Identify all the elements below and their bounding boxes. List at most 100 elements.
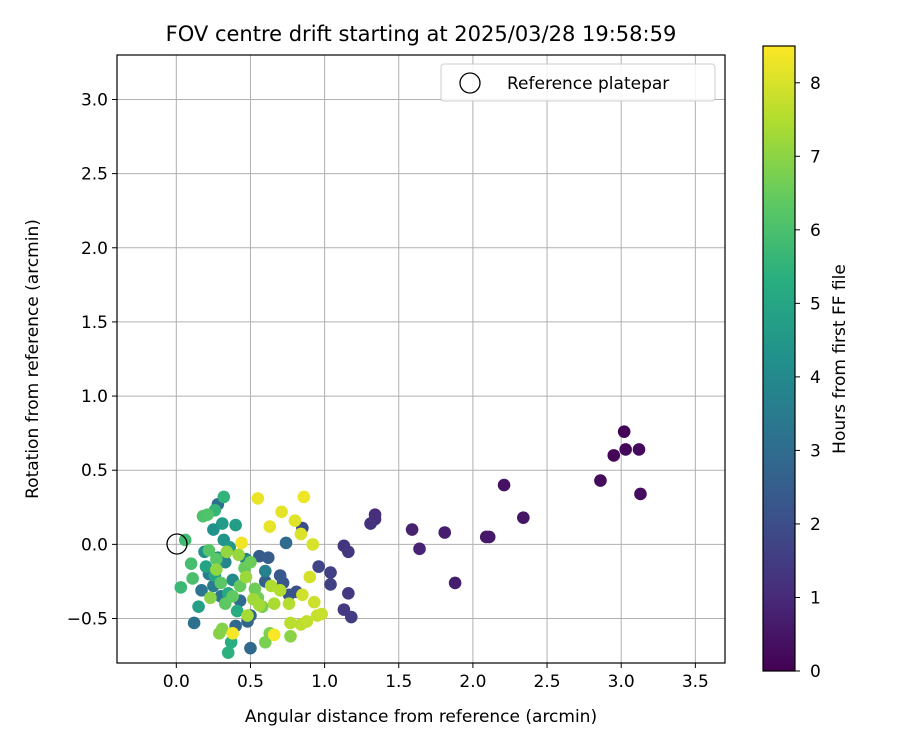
data-point — [221, 646, 235, 659]
plot-frame — [116, 54, 726, 664]
data-point — [226, 627, 239, 640]
colorbar-tick-label: 3 — [810, 441, 821, 461]
reference-platepar-marker — [166, 533, 188, 555]
data-point — [207, 523, 220, 536]
y-tick-label: 0.5 — [81, 461, 108, 481]
data-point — [213, 627, 226, 640]
data-point — [229, 518, 242, 532]
y-tick-label: 1.0 — [81, 387, 108, 407]
data-point — [233, 579, 247, 593]
data-point — [210, 563, 223, 576]
x-tick-label: 1.5 — [385, 672, 412, 692]
data-point — [261, 551, 275, 565]
data-point — [634, 487, 647, 501]
data-point — [267, 628, 281, 642]
data-point — [241, 609, 254, 622]
data-point — [275, 505, 288, 519]
legend: Reference platepar — [440, 63, 716, 102]
data-point — [244, 641, 257, 655]
data-point — [258, 564, 272, 578]
data-point — [307, 595, 321, 609]
legend-box — [440, 63, 716, 102]
data-point — [186, 572, 199, 585]
data-point — [284, 616, 297, 630]
x-tick-label: 3.0 — [608, 672, 635, 692]
x-tick-label: 2.0 — [459, 672, 486, 692]
y-tick-label: 2.5 — [81, 165, 108, 185]
data-point — [300, 615, 314, 628]
data-point — [342, 545, 355, 559]
y-axis-label: Rotation from reference (arcmin) — [23, 219, 43, 499]
data-point — [345, 610, 358, 624]
data-point — [294, 527, 308, 541]
data-point — [174, 581, 188, 594]
x-tick-label: 0.0 — [163, 672, 190, 692]
y-tick-label: 2.0 — [81, 239, 108, 259]
legend-label: Reference platepar — [507, 74, 669, 94]
colorbar-tick-label: 6 — [810, 221, 821, 241]
data-point — [282, 597, 296, 610]
colorbar-tick-label: 8 — [810, 74, 821, 94]
data-point — [632, 443, 646, 456]
data-point — [296, 588, 309, 602]
colorbar-tick-label: 0 — [810, 662, 821, 682]
data-point — [306, 538, 320, 551]
data-point — [448, 576, 462, 590]
data-point — [284, 630, 297, 643]
colorbar-label: Hours from first FF file — [830, 264, 850, 454]
data-point — [204, 591, 217, 605]
data-point — [210, 552, 223, 566]
x-axis-label: Angular distance from reference (arcmin) — [245, 707, 597, 727]
data-point — [263, 520, 277, 533]
colorbar-tick-label: 4 — [810, 368, 821, 388]
data-point — [226, 589, 239, 603]
data-point — [192, 600, 205, 613]
data-point — [288, 514, 302, 527]
data-point — [239, 570, 253, 584]
data-point — [251, 492, 265, 505]
colorbar-tick-label: 1 — [810, 588, 821, 608]
data-point — [220, 545, 234, 559]
data-point — [297, 490, 311, 504]
data-point — [187, 616, 201, 630]
chart-title: FOV centre drift starting at 2025/03/28 … — [166, 22, 677, 46]
data-point — [619, 443, 632, 456]
data-point — [315, 607, 328, 621]
colorbar-tick-label: 5 — [810, 294, 821, 314]
data-point — [617, 425, 631, 438]
data-point — [201, 508, 214, 522]
x-tick-label: 1.0 — [311, 672, 338, 692]
data-point — [482, 530, 496, 544]
data-points — [174, 425, 647, 659]
data-point — [235, 536, 248, 550]
y-tick-label: 3.0 — [81, 90, 108, 110]
data-point — [312, 560, 325, 573]
data-point — [267, 597, 281, 610]
data-point — [273, 584, 287, 597]
data-point — [413, 542, 426, 556]
data-point — [217, 490, 231, 504]
data-point — [178, 533, 192, 547]
data-point — [497, 478, 511, 492]
grid-lines — [117, 55, 725, 663]
y-tick-label: −0.5 — [67, 610, 108, 630]
x-tick-label: 3.5 — [682, 672, 709, 692]
data-point — [364, 517, 377, 530]
data-point — [184, 557, 198, 570]
data-point — [232, 548, 245, 562]
data-point — [195, 584, 208, 597]
data-point — [324, 566, 337, 579]
data-point — [202, 543, 216, 557]
data-point — [342, 587, 355, 600]
data-point — [594, 474, 607, 487]
data-point — [253, 598, 266, 612]
data-point — [273, 569, 287, 582]
colorbar-tick-label: 2 — [810, 515, 821, 535]
data-point — [607, 449, 621, 462]
data-point — [324, 578, 337, 591]
colorbar-ticks: 0 1 2 3 4 5 6 7 8 — [795, 74, 821, 682]
data-point — [214, 576, 228, 590]
data-point — [438, 526, 452, 539]
y-tick-label: 1.5 — [81, 313, 108, 333]
